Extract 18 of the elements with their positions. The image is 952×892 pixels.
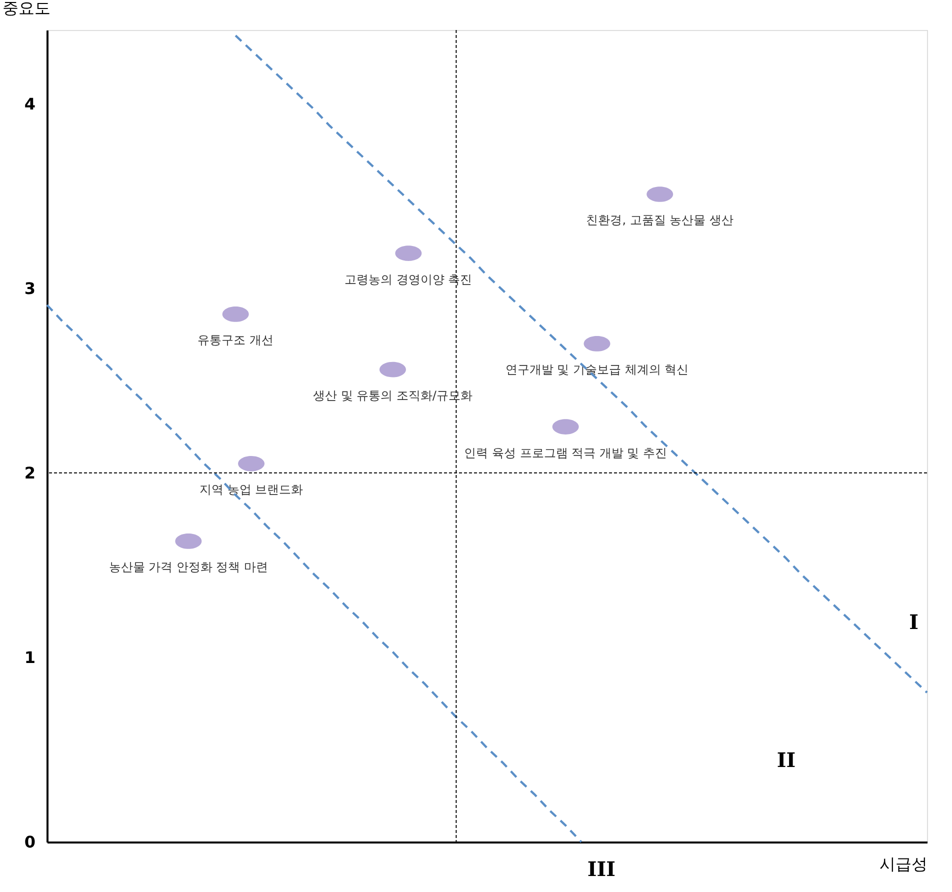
data-label: 고령농의 경영이양 촉진 [344,272,472,286]
x-axis-title: 시급성 [880,854,928,874]
y-tick-label: 2 [24,463,36,482]
y-tick-label: 3 [24,278,36,298]
data-label: 지역 농업 브랜드화 [199,482,304,497]
y-axis-title: 중요도 [2,0,50,18]
data-label: 연구개발 및 기술보급 체계의 혁신 [505,362,689,377]
data-label: 농산물 가격 안정화 정책 마련 [108,560,268,574]
annotation: I [909,610,918,634]
annotation: II [776,748,796,772]
y-tick-label: 4 [24,94,36,114]
y-tick-label: 0 [24,832,36,852]
text: III [587,857,616,881]
y-tick-label: 1 [24,648,36,667]
data-label: 생산 및 유통의 조직화/규모화 [312,388,472,403]
data-label: 친환경, 고품질 농산물 생산 [586,213,734,228]
data-label: 유통구조 개선 [198,333,274,348]
data-label: 인력 육성 프로그램 적극 개발 및 추진 [464,446,668,460]
